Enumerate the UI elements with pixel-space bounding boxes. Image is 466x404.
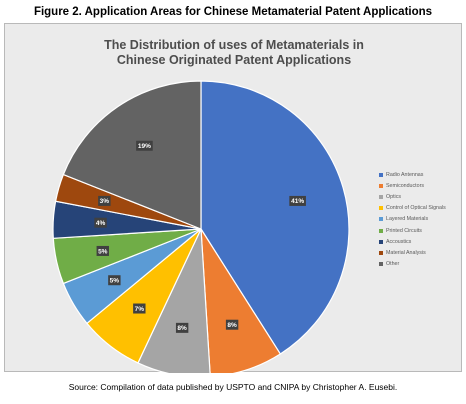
pie-slice-other [62, 80, 202, 230]
chart-panel: 41% 8% 8% 7% 5% 5% 4% 3% 19% The Distribution of… [4, 23, 463, 373]
data-label-layered-materials: 5% [110, 278, 120, 285]
data-label-bg-layered-materials [108, 275, 121, 286]
data-label-accoustics: 4% [96, 220, 106, 227]
legend-item-other: Other [379, 259, 461, 270]
data-label-bg-semiconductors [225, 319, 239, 330]
legend-label: Accoustics [386, 238, 412, 245]
data-label-bg-radio-antennas [289, 195, 306, 206]
legend-swatch [379, 183, 383, 188]
pie-slice-semiconductors [200, 228, 282, 373]
legend-swatch [379, 194, 383, 199]
data-label-optics: 8% [177, 325, 187, 332]
legend-swatch [379, 250, 383, 255]
legend-item-printed-circuits: Printed Circuits [379, 225, 461, 236]
data-label-bg-printed-circuits [96, 245, 109, 256]
chart-title-line-1: The Distribution of uses of Metamaterial… [104, 38, 364, 52]
legend-item-control-of-optical-signals: Control of Optical Signals [379, 203, 461, 214]
data-label-bg-accoustics [94, 217, 107, 228]
data-label-bg-optics [175, 322, 189, 333]
data-label-radio-antennas: 41% [291, 198, 304, 205]
data-label-other: 19% [138, 143, 151, 150]
legend-swatch [379, 228, 383, 233]
chart-legend: Radio Antennas Semiconductors Optics Contro… [379, 169, 461, 270]
legend-label: Radio Antennas [386, 171, 424, 178]
legend-item-layered-materials: Layered Materials [379, 214, 461, 225]
legend-label: Printed Circuits [386, 227, 422, 234]
legend-label: Material Analysis [386, 249, 426, 256]
pie-chart: 41% 8% 8% 7% 5% 5% 4% 3% 19% [52, 80, 350, 373]
legend-swatch [379, 262, 383, 267]
legend-swatch [379, 239, 383, 244]
legend-item-accoustics: Accoustics [379, 236, 461, 247]
data-label-bg-other [136, 140, 153, 151]
legend-label: Other [386, 261, 400, 268]
pie-slice-radio-antennas [200, 80, 350, 355]
legend-item-optics: Optics [379, 191, 461, 202]
data-label-control-of-optical-signals: 7% [135, 306, 145, 313]
legend-swatch [379, 217, 383, 222]
data-label-semiconductors: 8% [227, 322, 237, 329]
figure-title: Figure 2. Application Areas for Chinese … [33, 6, 433, 18]
legend-label: Semiconductors [386, 182, 424, 189]
source-note: Source: Compilation of data published by… [68, 382, 398, 392]
data-label-bg-material-analysis [98, 195, 111, 206]
legend-label: Optics [386, 193, 402, 200]
legend-swatch [379, 206, 383, 211]
data-label-material-analysis: 3% [100, 198, 110, 205]
data-label-printed-circuits: 5% [98, 248, 108, 255]
legend-swatch [379, 172, 383, 177]
chart-title-line-2: Chinese Originated Patent Applications [116, 53, 352, 67]
chart-title: The Distribution of uses of Metamaterial… [5, 38, 463, 68]
legend-label: Layered Materials [386, 216, 429, 223]
legend-item-radio-antennas: Radio Antennas [379, 169, 461, 180]
data-label-bg-control-of-optical-signals [133, 303, 146, 314]
legend-label: Control of Optical Signals [386, 205, 446, 212]
legend-item-semiconductors: Semiconductors [379, 180, 461, 191]
legend-item-material-analysis: Material Analysis [379, 247, 461, 258]
